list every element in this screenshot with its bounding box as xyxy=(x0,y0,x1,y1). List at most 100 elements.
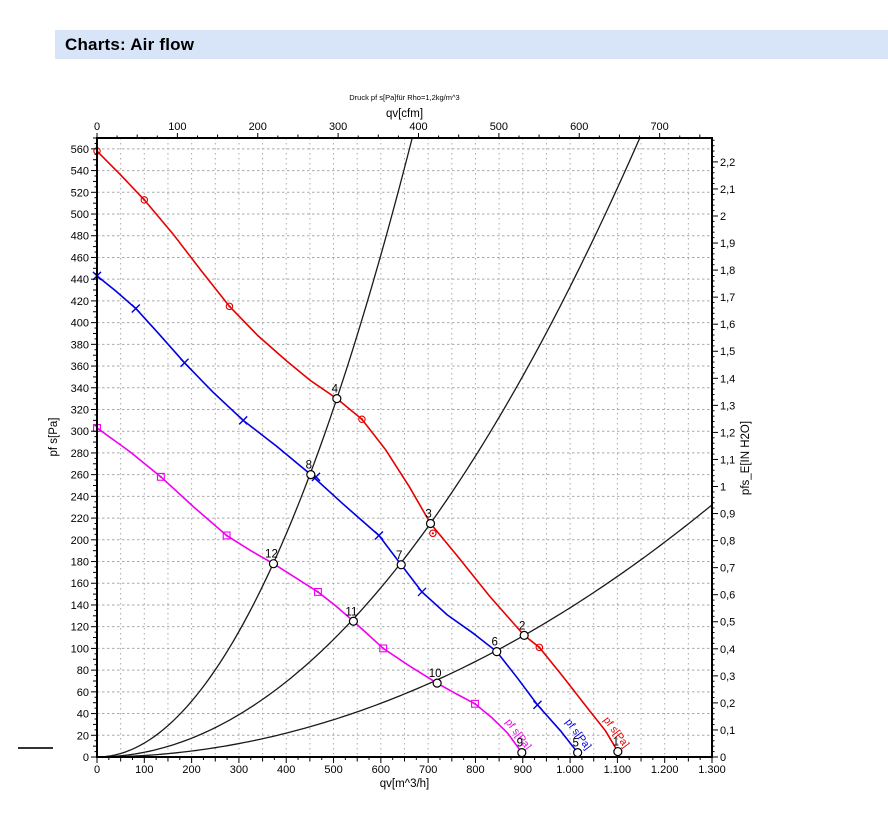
fan-curve-mid-marker xyxy=(238,415,248,425)
left-axis-label: pf s[Pa] xyxy=(48,418,60,457)
top-axis-tick-label: 700 xyxy=(650,121,668,133)
left-axis-tick-label: 80 xyxy=(77,665,89,677)
fan-curve-low-marker xyxy=(313,587,322,596)
bottom-axis-tick-label: 1.200 xyxy=(651,764,679,776)
circle-dot-marker-dot xyxy=(431,532,434,535)
x-marker-icon xyxy=(238,415,248,425)
bottom-axis-tick-label: 700 xyxy=(419,764,437,776)
chart-title: Druck pf s[Pa]für Rho=1,2kg/m^3 xyxy=(349,93,459,102)
left-axis-tick-label: 240 xyxy=(71,491,89,503)
left-axis-tick-label: 360 xyxy=(71,361,89,373)
margin-dash xyxy=(18,747,53,749)
operating-point-5 xyxy=(573,748,583,758)
square-dot-marker-icon xyxy=(379,644,388,653)
left-axis-tick-label: 340 xyxy=(71,383,89,395)
operating-point-6 xyxy=(492,647,502,657)
square-dot-marker-icon xyxy=(313,587,322,596)
bottom-axis-tick-label: 500 xyxy=(324,764,342,776)
operating-point-label-9: 9 xyxy=(517,738,523,750)
operating-point-1 xyxy=(613,746,623,757)
right-axis-tick-label: 1,1 xyxy=(720,454,735,466)
right-axis-tick-label: 2,2 xyxy=(720,157,735,169)
circle-dot-marker-dot xyxy=(538,646,541,649)
right-axis-tick-label: 0,7 xyxy=(720,563,735,575)
left-axis-tick-label: 220 xyxy=(71,513,89,525)
left-axis-tick-label: 20 xyxy=(77,730,89,742)
operating-point-label-7: 7 xyxy=(396,550,402,562)
bottom-axis-tick-label: 600 xyxy=(372,764,390,776)
fan-curve-mid-marker xyxy=(417,587,427,597)
left-axis-tick-label: 420 xyxy=(71,296,89,308)
left-axis-tick-label: 0 xyxy=(83,752,89,764)
fan-curve-high-marker xyxy=(140,196,149,204)
right-axis-tick-label: 1,5 xyxy=(720,346,735,358)
page-title: Charts: Air flow xyxy=(65,34,195,54)
x-marker-icon xyxy=(180,358,190,368)
left-axis-tick-label: 120 xyxy=(71,622,89,634)
left-axis-tick-label: 260 xyxy=(71,470,89,482)
left-axis-tick-label: 400 xyxy=(71,318,89,330)
square-dot-marker-dot xyxy=(316,590,320,594)
circle-dot-marker-dot xyxy=(143,198,146,201)
right-axis-tick-label: 2 xyxy=(720,211,726,223)
operating-point-label-2: 2 xyxy=(519,620,525,632)
operating-point-label-11: 11 xyxy=(345,606,357,618)
operating-point-label-3: 3 xyxy=(425,509,431,521)
left-axis-tick-label: 280 xyxy=(71,448,89,460)
square-dot-marker-dot xyxy=(225,534,228,537)
x-marker-icon xyxy=(417,587,427,597)
fan-curve-mid-marker xyxy=(131,304,141,313)
circle-dot-marker-icon xyxy=(358,415,366,424)
circle-dot-marker-icon xyxy=(535,643,544,652)
right-axis-tick-label: 0,8 xyxy=(720,536,735,548)
top-axis-tick-label: 100 xyxy=(168,121,186,133)
fan-curve-high-marker xyxy=(225,302,234,311)
bottom-axis-tick-label: 400 xyxy=(277,764,295,776)
bottom-axis-tick-label: 300 xyxy=(230,764,248,776)
operating-point-label-5: 5 xyxy=(572,738,578,750)
operating-point-label-12: 12 xyxy=(265,549,278,561)
fan-curve-mid-marker xyxy=(180,358,190,368)
left-axis-tick-label: 200 xyxy=(71,535,89,547)
right-axis-tick-label: 0 xyxy=(720,752,726,764)
bottom-axis-label: qv[m^3/h] xyxy=(380,778,430,790)
bottom-axis-tick-label: 200 xyxy=(182,764,200,776)
right-axis-tick-label: 1,9 xyxy=(720,238,735,250)
right-axis-tick-label: 0,1 xyxy=(720,725,735,737)
bottom-axis-tick-label: 1.100 xyxy=(604,764,632,776)
right-axis-tick-label: 0,2 xyxy=(720,698,735,710)
operating-point-9 xyxy=(517,748,527,758)
operating-point-label-10: 10 xyxy=(429,668,442,680)
top-axis-tick-label: 0 xyxy=(94,121,100,133)
section-header: Charts: Air flow xyxy=(55,30,888,59)
operating-point-3 xyxy=(425,518,436,529)
left-axis-tick-label: 480 xyxy=(71,231,89,243)
right-axis-tick-label: 2,1 xyxy=(720,184,735,196)
fan-curve-low-marker xyxy=(471,699,479,708)
square-dot-marker-icon xyxy=(471,699,479,708)
fan-curve-low-marker xyxy=(222,531,231,540)
square-dot-marker-icon xyxy=(222,531,231,540)
square-dot-marker-icon xyxy=(156,472,165,481)
circle-dot-marker-dot xyxy=(228,305,231,308)
right-axis-tick-label: 1,6 xyxy=(720,319,735,331)
right-axis-tick-label: 1,7 xyxy=(720,292,735,304)
fan-curve-high xyxy=(96,150,619,752)
operating-point-4 xyxy=(332,394,342,404)
operating-point-label-8: 8 xyxy=(306,460,312,472)
right-axis-tick-label: 0,4 xyxy=(720,644,735,656)
operating-point-2 xyxy=(519,630,529,640)
operating-point-7 xyxy=(396,560,406,570)
circle-dot-marker-icon xyxy=(225,302,234,311)
left-axis-tick-label: 440 xyxy=(71,274,89,286)
operating-point-12 xyxy=(268,559,279,569)
top-axis-label: qv[cfm] xyxy=(386,108,423,120)
system-curve-steep xyxy=(96,137,413,758)
fan-curve-high-marker xyxy=(358,415,366,424)
left-axis-tick-label: 460 xyxy=(71,252,89,264)
right-axis-tick-label: 1,3 xyxy=(720,400,735,412)
fan-curve-high-marker xyxy=(535,643,544,652)
circle-dot-marker-dot xyxy=(360,418,364,421)
